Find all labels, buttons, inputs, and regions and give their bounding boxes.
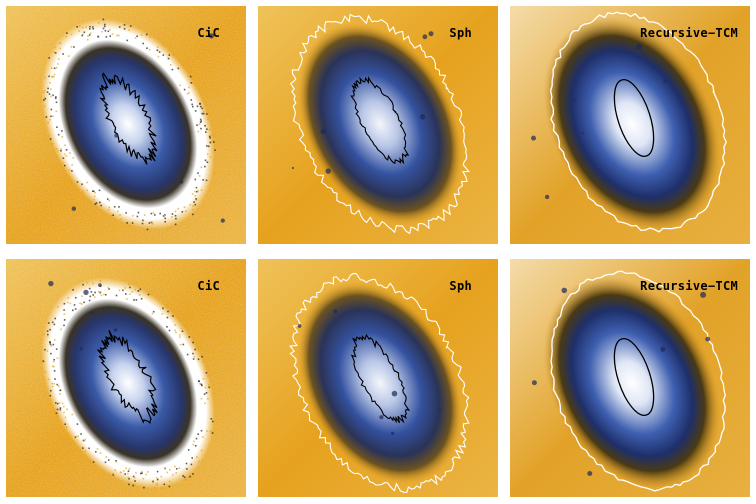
panel-label: Recursive−TCM <box>640 279 738 293</box>
outer-contour <box>289 272 470 493</box>
panel-label: CiC <box>197 26 220 40</box>
density-panel-tcm-row1: Recursive−TCM <box>510 6 750 244</box>
subhalo-dot <box>333 309 338 314</box>
subhalo-dot <box>97 35 100 38</box>
inner-contour <box>99 72 158 165</box>
subhalo-dot <box>581 132 584 135</box>
subhalo-dot <box>83 289 89 296</box>
subhalo-dot <box>379 415 384 420</box>
subhalo-dot <box>89 311 93 315</box>
subhalo-dot <box>325 168 331 174</box>
density-panel-sph-row2: Sph <box>258 259 498 497</box>
outer-contour <box>549 11 727 233</box>
subhalo-dot <box>422 34 428 40</box>
halo-density <box>297 22 463 226</box>
density-map <box>510 6 750 244</box>
subhalo-dot <box>71 206 77 211</box>
inner-contour <box>350 76 410 165</box>
inner-contour <box>350 333 411 424</box>
subhalo-dot <box>587 471 593 476</box>
halo-density <box>41 18 215 230</box>
subhalo-dot <box>660 346 666 352</box>
subhalo-dot <box>705 336 711 342</box>
subhalo-dot <box>438 408 442 412</box>
density-map <box>510 259 750 497</box>
subhalo-dot <box>636 43 643 50</box>
subhalo-dot <box>291 166 294 170</box>
subhalo-dot <box>98 283 102 287</box>
subhalo-dot <box>419 114 426 120</box>
subhalo-dot <box>428 31 434 37</box>
subhalo-dot <box>531 380 537 386</box>
subhalo-dot <box>391 390 398 397</box>
halo-density <box>543 16 721 232</box>
panel-label: Recursive−TCM <box>640 26 738 40</box>
subhalo-dot <box>114 133 119 138</box>
outer-contour <box>289 13 470 235</box>
subhalo-dot <box>663 79 667 83</box>
panel-label: Sph <box>449 26 472 40</box>
halo-density <box>543 275 721 491</box>
panel-label: CiC <box>197 279 220 293</box>
inner-contour <box>97 330 158 424</box>
density-map <box>6 6 246 244</box>
subhalo-dot <box>179 180 184 184</box>
subhalo-dot <box>320 128 327 135</box>
density-panel-cic-row2: CiC <box>6 259 246 497</box>
density-panel-tcm-row2: Recursive−TCM <box>510 259 750 497</box>
subhalo-dot <box>297 324 302 328</box>
inner-contour <box>613 78 655 158</box>
outer-contour <box>550 270 726 492</box>
density-map <box>258 259 498 497</box>
subhalo-dot <box>79 347 83 351</box>
panel-label: Sph <box>449 279 472 293</box>
density-panel-cic-row1: CiC <box>6 6 246 244</box>
density-panel-sph-row1: Sph <box>258 6 498 244</box>
subhalo-dot <box>208 33 215 39</box>
subhalo-dot <box>113 328 118 332</box>
subhalo-dot <box>391 431 395 435</box>
halo-density <box>41 277 215 489</box>
subhalo-dot <box>531 135 536 141</box>
density-map <box>258 6 498 244</box>
subhalo-dot <box>220 218 225 223</box>
density-map <box>6 259 246 497</box>
subhalo-dot <box>700 291 707 298</box>
subhalo-dot <box>561 287 568 294</box>
subhalo-dot <box>544 194 550 200</box>
subhalo-dot <box>48 280 54 287</box>
inner-contour <box>613 337 655 417</box>
halo-density <box>297 281 463 485</box>
subhalo-dot <box>573 98 576 102</box>
